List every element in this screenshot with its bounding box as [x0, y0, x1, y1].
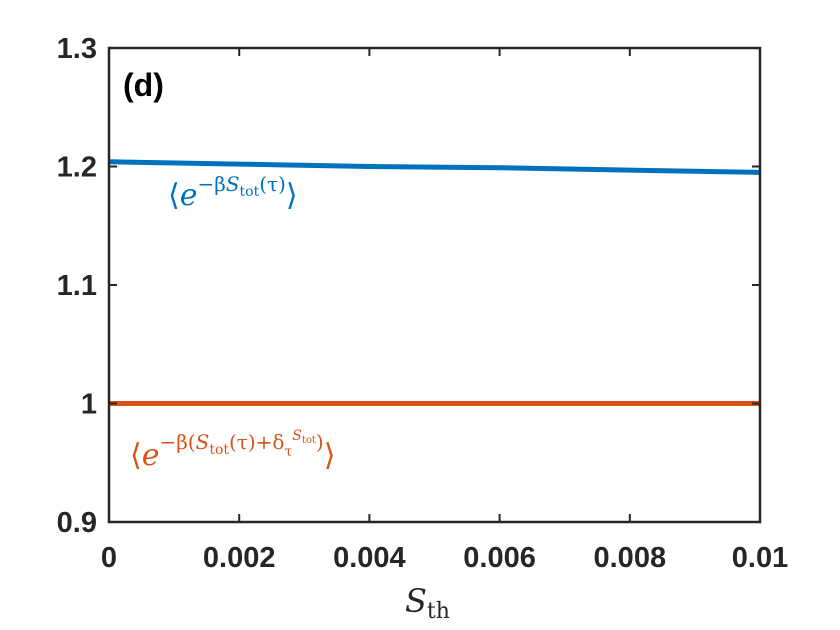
y-tick-label: 0.9: [57, 507, 97, 539]
series-1-annotation: ⟨e−βStot(τ)⟩: [168, 172, 298, 213]
x-tick-label: 0: [101, 542, 117, 574]
x-tick-label: 0.01: [732, 542, 788, 574]
x-tick-label: 0.006: [463, 542, 536, 574]
series-line-1: [108, 159, 761, 175]
x-tick-label: 0.002: [203, 542, 276, 574]
x-tick-label: 0.008: [594, 542, 667, 574]
y-tick-label: 1.1: [57, 270, 97, 302]
axes-box: [107, 46, 762, 524]
panel-label: (d): [123, 67, 164, 103]
x-axis-label: Sth: [405, 582, 450, 624]
y-tick-label: 1.2: [57, 152, 97, 184]
x-tick-label: 0.004: [333, 542, 406, 574]
y-tick-label: 1.3: [57, 33, 97, 65]
y-tick-label: 1: [81, 389, 97, 421]
series-layer: [108, 159, 761, 406]
ticks-layer: 0 0.002 0.004 0.006 0.008 0.01 0.9 1 1.1 1.2 1.3: [57, 33, 789, 574]
series-2-annotation: ⟨e−β(Stot(τ)+δτStot)⟩: [130, 428, 335, 473]
